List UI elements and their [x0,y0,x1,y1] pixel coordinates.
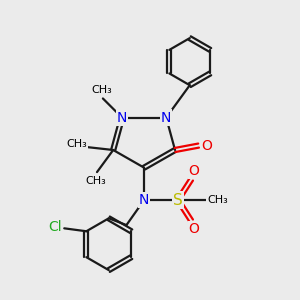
Text: O: O [189,164,200,178]
Text: CH₃: CH₃ [91,85,112,94]
Text: O: O [189,222,200,236]
Text: CH₃: CH₃ [85,176,106,186]
Text: O: O [201,139,212,153]
Text: S: S [173,193,183,208]
Text: N: N [161,111,171,124]
Text: CH₃: CH₃ [66,139,87,149]
Text: CH₃: CH₃ [207,195,228,205]
Text: N: N [117,111,127,124]
Text: Cl: Cl [49,220,62,234]
Text: N: N [139,193,149,207]
